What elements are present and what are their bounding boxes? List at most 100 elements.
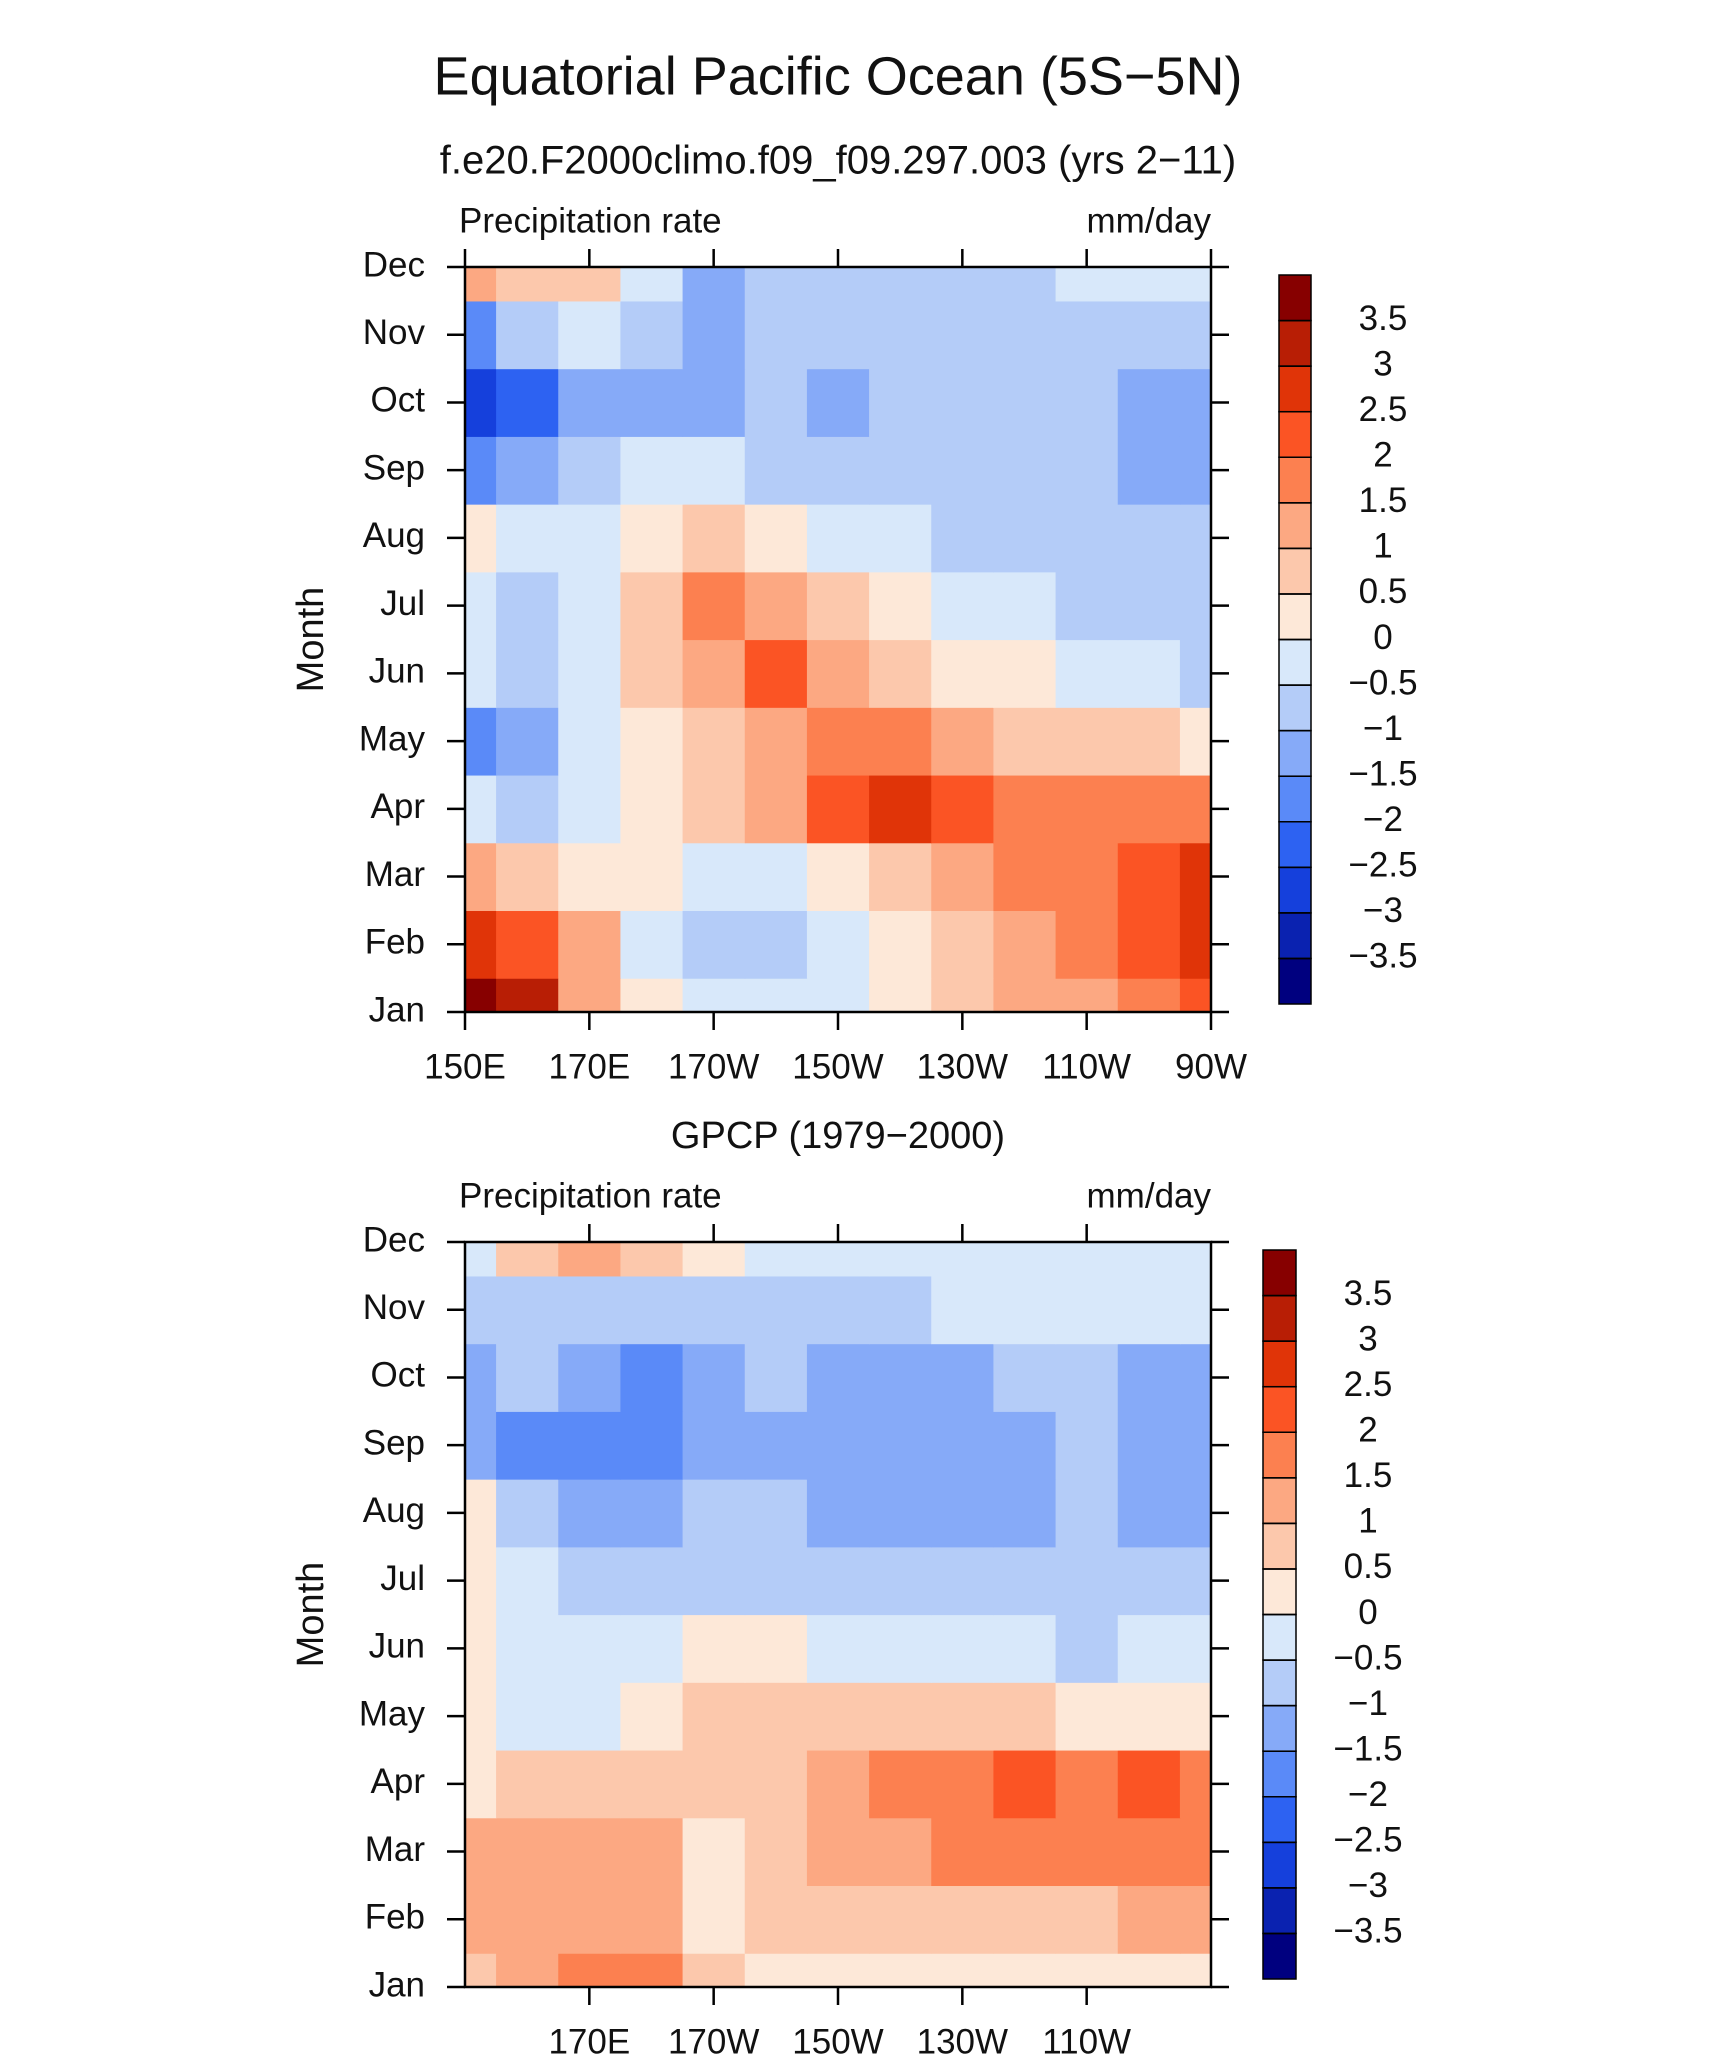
colorbar-box: [1262, 1294, 1297, 1342]
cell: [1179, 368, 1211, 437]
colorbar-label: −1: [1363, 709, 1403, 748]
panel-title: GPCP (1979−2000): [671, 1115, 1005, 1157]
cell: [1055, 1614, 1119, 1683]
cell: [558, 436, 622, 505]
cell: [806, 1479, 870, 1548]
colorbar-box: [1278, 410, 1312, 458]
cell: [993, 1614, 1057, 1683]
colorbar-box: [1262, 1841, 1297, 1889]
cell: [869, 774, 932, 844]
cell: [1117, 978, 1181, 1012]
cell: [931, 978, 995, 1012]
left-label: Precipitation rate: [459, 1176, 722, 1215]
cell: [682, 436, 746, 505]
colorbar-box: [1262, 1613, 1297, 1661]
cell: [931, 1275, 995, 1345]
cell: [496, 639, 559, 708]
cell: [806, 1885, 870, 1954]
cell: [993, 639, 1057, 708]
cell: [496, 267, 559, 302]
cell: [931, 707, 995, 776]
cell: [993, 1953, 1057, 1987]
cell: [869, 300, 932, 370]
cell: [558, 267, 622, 302]
cell: [806, 978, 870, 1012]
cell: [1117, 910, 1181, 979]
cell: [465, 639, 497, 708]
cell: [931, 1411, 995, 1480]
cell: [869, 436, 932, 505]
cell: [931, 639, 995, 708]
cell: [558, 368, 622, 437]
cell: [496, 1343, 559, 1412]
cell: [682, 842, 746, 912]
cell: [682, 1242, 746, 1277]
cell: [993, 1817, 1057, 1887]
cell: [869, 1614, 932, 1683]
cell: [620, 1749, 684, 1819]
cell: [620, 436, 684, 505]
cell: [993, 1343, 1057, 1412]
x-tick-label: 150W: [792, 1047, 883, 1086]
cell: [682, 1953, 746, 1987]
colorbar-box: [1278, 319, 1312, 367]
right-label: mm/day: [1087, 201, 1212, 240]
cell: [465, 267, 497, 302]
colorbar-label: 2.5: [1344, 1365, 1393, 1404]
cell: [806, 1749, 870, 1819]
colorbar-label: −0.5: [1333, 1638, 1402, 1677]
y-tick-label: Jun: [369, 652, 425, 691]
cell: [806, 1682, 870, 1751]
cell: [993, 978, 1057, 1012]
cell: [869, 978, 932, 1012]
cell: [993, 774, 1057, 844]
cell: [869, 1682, 932, 1751]
cell: [558, 1242, 622, 1277]
cell: [869, 368, 932, 437]
y-tick-label: Apr: [371, 787, 426, 826]
cell: [931, 774, 995, 844]
y-tick-label: Sep: [363, 1423, 425, 1462]
cell: [931, 267, 995, 302]
cell: [496, 436, 559, 505]
cell: [465, 1682, 497, 1751]
cell: [465, 1614, 497, 1683]
cell: [806, 1343, 870, 1412]
colorbar-box: [1262, 1568, 1297, 1616]
cell: [1179, 1953, 1211, 1987]
cell: [496, 1546, 559, 1616]
cell: [1055, 842, 1119, 912]
cell: [931, 1343, 995, 1412]
cell: [931, 1817, 995, 1887]
cell: [620, 1817, 684, 1887]
colorbar-label: 1: [1358, 1502, 1377, 1541]
cell: [993, 504, 1057, 573]
y-tick-label: Oct: [371, 381, 426, 420]
cell: [931, 1242, 995, 1277]
cell: [558, 1953, 622, 1987]
cell: [496, 707, 559, 776]
cell: [620, 1411, 684, 1480]
cell: [1117, 1885, 1181, 1954]
colorbar-label: 2: [1373, 436, 1392, 475]
colorbar-label: −2.5: [1333, 1821, 1402, 1860]
cell: [465, 504, 497, 573]
cell: [744, 1817, 808, 1887]
cell: [931, 1953, 995, 1987]
cell: [1055, 639, 1119, 708]
colorbar-box: [1262, 1431, 1297, 1479]
cell: [744, 1749, 808, 1819]
cell: [931, 300, 995, 370]
cell: [682, 1275, 746, 1345]
cell: [620, 1275, 684, 1345]
cell: [806, 1817, 870, 1887]
colorbar-label: −3: [1348, 1866, 1388, 1905]
cell: [620, 910, 684, 979]
cell: [496, 368, 559, 437]
cell: [1179, 707, 1211, 776]
cell: [806, 436, 870, 505]
cell: [620, 1343, 684, 1412]
cell: [1055, 1411, 1119, 1480]
cell: [1179, 1479, 1211, 1548]
cell: [744, 910, 808, 979]
